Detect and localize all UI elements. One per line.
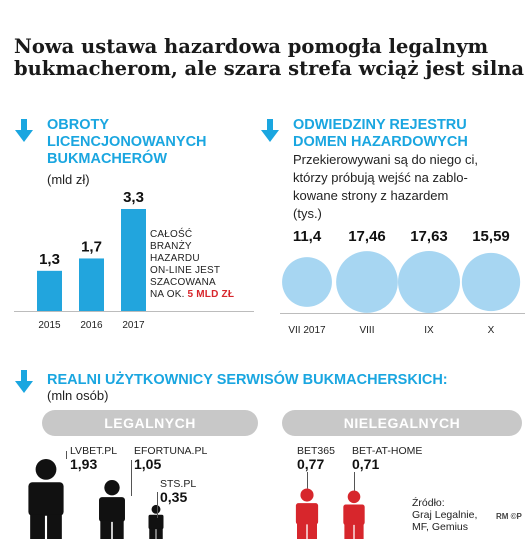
bubble-value-label: 11,4 — [293, 228, 322, 245]
bubble-value-label: 15,59 — [472, 228, 510, 245]
bar-2016 — [79, 258, 104, 311]
section1-heading-line: LICENCJONOWANYCH — [47, 134, 207, 150]
bubble-value-label: 17,63 — [410, 228, 448, 245]
section2-heading-line: ODWIEDZINY REJESTRU — [293, 117, 467, 133]
note-line: BRANŻY — [150, 241, 192, 252]
down-arrow-icon — [261, 119, 279, 142]
bar-baseline — [14, 311, 254, 312]
bar-value-label: 1,3 — [39, 251, 60, 268]
source-note: Źródło: Graj Legalnie, MF, Gemius — [412, 497, 477, 533]
down-arrow-icon — [15, 119, 33, 142]
bubble-X — [461, 252, 521, 312]
person-name-label: EFORTUNA.PL — [134, 445, 207, 457]
description-line: którzy próbują wejść na zablo- — [293, 170, 468, 185]
leader-line — [307, 472, 308, 489]
person-illegal-BET365 — [295, 488, 319, 539]
section2-heading-line: DOMEN HAZARDOWYCH — [293, 134, 468, 150]
industry-note: CAŁOŚĆ BRANŻY HAZARDU ON-LINE JEST SZACO… — [150, 229, 260, 301]
section3-unit: (mln osób) — [47, 388, 109, 403]
person-name-label: STS.PL — [160, 478, 196, 490]
note-line: HAZARDU — [150, 253, 200, 264]
person-legal-EFORTUNA.PL — [99, 479, 125, 539]
leader-line — [354, 472, 355, 491]
bubble-IX — [398, 251, 460, 313]
description-line: Przekierowywani są do niego ci, — [293, 152, 478, 167]
leader-line — [157, 492, 158, 518]
title-line-1: Nowa ustawa hazardowa pomogła legalnym — [14, 35, 489, 58]
leader-line — [131, 460, 132, 496]
bubble-baseline — [280, 313, 525, 314]
note-prefix: NA OK. — [150, 289, 185, 300]
section1-unit: (mld zł) — [47, 172, 90, 187]
bar-tick-label: 2015 — [38, 320, 61, 331]
person-value-label: 1,05 — [134, 456, 161, 472]
bar-tick-label: 2017 — [122, 320, 145, 331]
leader-line — [66, 451, 67, 459]
section1-heading: OBROTY LICENCJONOWANYCH BUKMACHERÓW — [47, 117, 207, 168]
section2-heading: ODWIEDZINY REJESTRU DOMEN HAZARDOWYCH — [293, 117, 468, 151]
note-line: CAŁOŚĆ — [150, 229, 193, 240]
person-value-label: 0,71 — [352, 456, 379, 472]
title-line-2: bukmacherom, ale szara strefa wciąż jest… — [14, 57, 525, 80]
bar-2017 — [121, 209, 146, 311]
note-value: 5 MLD ZŁ — [187, 289, 235, 300]
page-title: Nowa ustawa hazardowa pomogła legalnym b… — [14, 36, 524, 80]
person-name-label: BET-AT-HOME — [352, 445, 422, 457]
bar-2015 — [37, 270, 62, 311]
person-value-label: 0,77 — [297, 456, 324, 472]
description-line: kowane strony z hazardem — [293, 188, 449, 203]
bubble-tick-label: IX — [424, 325, 434, 336]
section2-unit: (tys.) — [293, 206, 322, 221]
bar-value-label: 3,3 — [123, 189, 144, 206]
source-line: MF, Gemius — [412, 521, 469, 533]
bar-value-label: 1,7 — [81, 238, 102, 255]
note-line: NA OK. 5 MLD ZŁ — [150, 289, 260, 301]
legal-pill: LEGALNYCH — [42, 410, 258, 436]
bubble-VIII — [336, 251, 398, 313]
bubble-tick-label: VIII — [359, 325, 374, 336]
person-legal-LVBET.PL — [28, 459, 64, 539]
person-value-label: 1,93 — [70, 456, 97, 472]
person-name-label: BET365 — [297, 445, 335, 457]
person-illegal-BET-AT-HOME — [343, 490, 365, 539]
rm-cp-logo: RM ©P — [496, 512, 522, 521]
bar-tick-label: 2016 — [80, 320, 103, 331]
down-arrow-icon — [15, 370, 33, 393]
bubble-tick-label: VII 2017 — [288, 325, 326, 336]
section3-heading: REALNI UŻYTKOWNICY SERWISÓW BUKMACHERSKI… — [47, 372, 448, 388]
illegal-pill: NIELEGALNYCH — [282, 410, 522, 436]
bubble-VII 2017 — [282, 257, 332, 307]
source-line: Graj Legalnie, — [412, 509, 478, 521]
note-line: ON-LINE JEST — [150, 265, 221, 276]
bubble-tick-label: X — [488, 325, 495, 336]
bubble-value-label: 17,46 — [348, 228, 386, 245]
note-line: SZACOWANA — [150, 277, 216, 288]
source-line: Źródło: — [412, 497, 445, 509]
person-legal-STS.PL — [148, 504, 164, 539]
section1-heading-line: OBROTY — [47, 117, 110, 133]
section2-description: Przekierowywani są do niego ci, którzy p… — [293, 151, 478, 223]
person-value-label: 0,35 — [160, 489, 187, 505]
section1-heading-line: BUKMACHERÓW — [47, 151, 168, 167]
person-name-label: LVBET.PL — [70, 445, 117, 457]
